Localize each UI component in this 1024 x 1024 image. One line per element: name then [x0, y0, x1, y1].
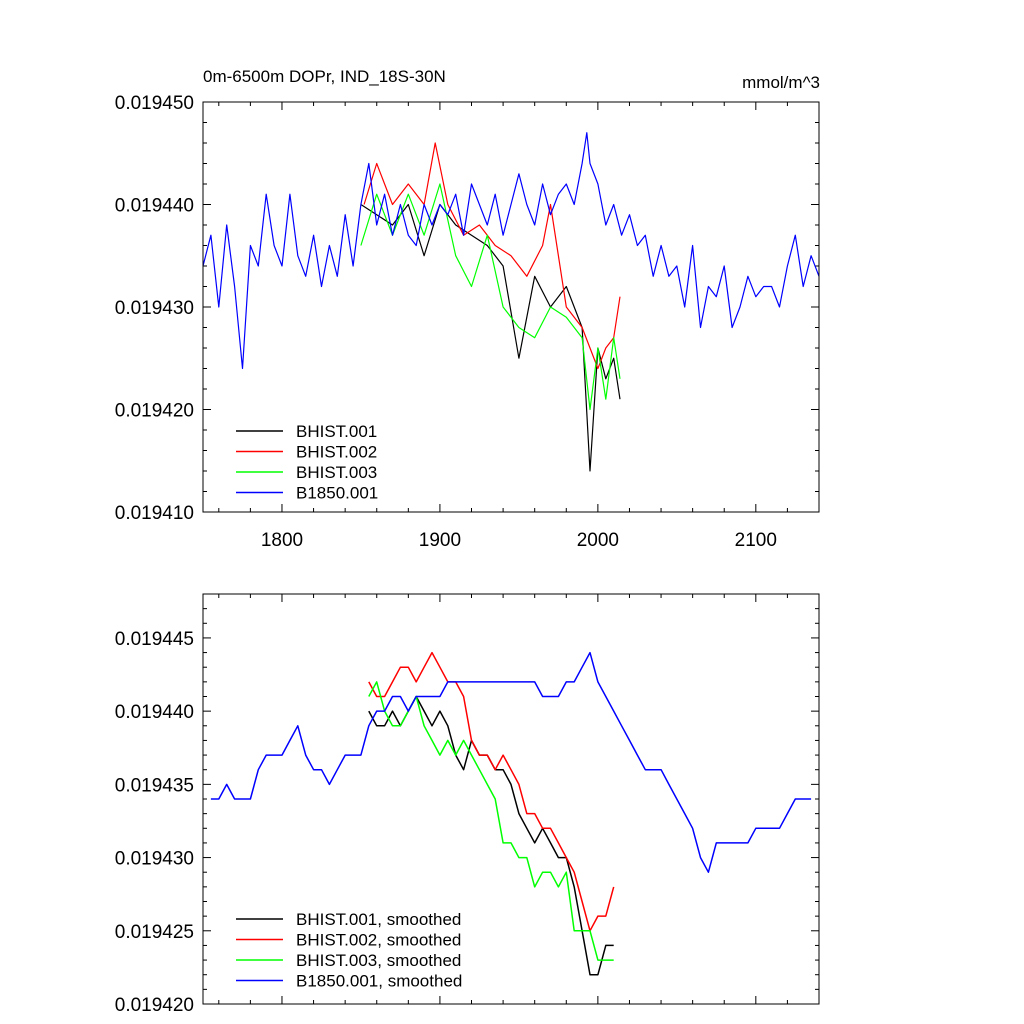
- y-tick-label: 0.019440: [115, 702, 194, 723]
- y-tick-label: 0.019410: [115, 503, 194, 524]
- legend-label-bhist-003-smoothed: BHIST.003, smoothed: [296, 951, 461, 970]
- y-tick-label: 0.019430: [115, 298, 194, 319]
- legend-label-bhist-003: BHIST.003: [296, 463, 377, 482]
- x-tick-label: 2000: [577, 530, 619, 551]
- top-x-tick-labels: 1800 1900 2000 2100: [261, 530, 777, 551]
- bottom-panel: 0.019420 0.019425 0.019430 0.019435 0.01…: [115, 593, 820, 1016]
- series-line-bhist-002: [363, 142, 621, 370]
- y-tick-label: 0.019435: [115, 775, 194, 796]
- series-line-bhist-003: [360, 183, 621, 411]
- y-tick-label: 0.019445: [115, 629, 194, 650]
- top-plot-frame: [202, 101, 820, 513]
- bottom-legend: BHIST.001, smoothed BHIST.002, smoothed …: [236, 910, 462, 991]
- series-line-b1850-001-smoothed: [210, 651, 812, 873]
- top-panel: 0m-6500m DOPr, IND_18S-30N mmol/m^3 0.01…: [115, 67, 820, 551]
- y-tick-label: 0.019420: [115, 401, 194, 422]
- bottom-plot-frame: [202, 593, 820, 1005]
- y-tick-label: 0.019420: [115, 995, 194, 1016]
- legend-label-bhist-001: BHIST.001: [296, 422, 377, 441]
- series-line-b1850-001: [202, 132, 820, 370]
- legend-label-b1850-001: B1850.001: [296, 484, 378, 503]
- bottom-series: [210, 651, 812, 976]
- bottom-y-tick-labels: 0.019420 0.019425 0.019430 0.019435 0.01…: [115, 629, 194, 1016]
- legend-label-bhist-001-smoothed: BHIST.001, smoothed: [296, 910, 461, 929]
- series-line-bhist-002-smoothed: [368, 651, 615, 932]
- y-tick-label: 0.019440: [115, 196, 194, 217]
- y-tick-label: 0.019450: [115, 93, 194, 114]
- x-tick-label: 1900: [419, 530, 461, 551]
- series-line-bhist-001: [360, 203, 621, 472]
- y-tick-label: 0.019425: [115, 922, 194, 943]
- units-label: mmol/m^3: [742, 73, 820, 92]
- top-legend: BHIST.001 BHIST.002 BHIST.003 B1850.001: [236, 422, 378, 503]
- legend-label-bhist-002-smoothed: BHIST.002, smoothed: [296, 931, 461, 950]
- bottom-ticks: [203, 593, 820, 1005]
- top-y-tick-labels: 0.019410 0.019420 0.019430 0.019440 0.01…: [115, 93, 194, 524]
- x-tick-label: 1800: [261, 530, 303, 551]
- legend-label-bhist-002: BHIST.002: [296, 443, 377, 462]
- top-series: [202, 132, 820, 472]
- chart-title: 0m-6500m DOPr, IND_18S-30N: [203, 67, 446, 86]
- legend-label-b1850-001-smoothed: B1850.001, smoothed: [296, 972, 462, 991]
- x-tick-label: 2100: [735, 530, 777, 551]
- y-tick-label: 0.019430: [115, 849, 194, 870]
